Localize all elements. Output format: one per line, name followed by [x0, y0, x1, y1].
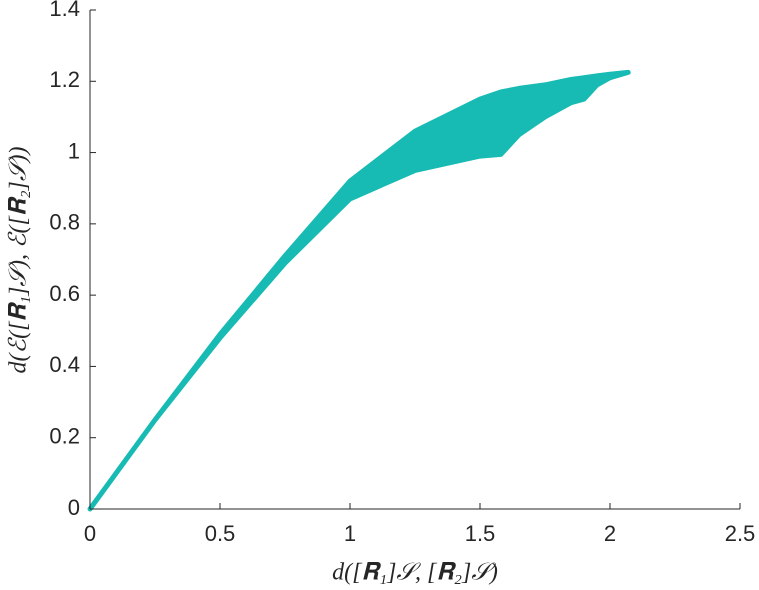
data-band: [87, 69, 631, 512]
x-axis-label: d([𝐑₁]𝒮, [𝐑₂]𝒮): [332, 560, 498, 586]
y-tick-label: 0: [68, 495, 80, 520]
x-tick-label: 2: [604, 521, 616, 546]
y-tick-label: 0.6: [49, 281, 80, 306]
y-tick-label: 1: [68, 138, 80, 163]
y-tick-label: 0.2: [49, 424, 80, 449]
x-tick-label: 2.5: [725, 521, 756, 546]
y-axis-label: d(ℰ([𝐑₁]𝒮), ℰ([𝐑₂]𝒮)): [6, 147, 32, 374]
y-tick-label: 0.4: [49, 352, 80, 377]
y-tick-label: 1.4: [49, 0, 80, 21]
x-tick-label: 1.5: [465, 521, 496, 546]
x-tick-label: 1: [344, 521, 356, 546]
y-tick-label: 1.2: [49, 67, 80, 92]
x-tick-label: 0: [84, 521, 96, 546]
x-tick-label: 0.5: [205, 521, 236, 546]
y-tick-label: 0.8: [49, 210, 80, 235]
